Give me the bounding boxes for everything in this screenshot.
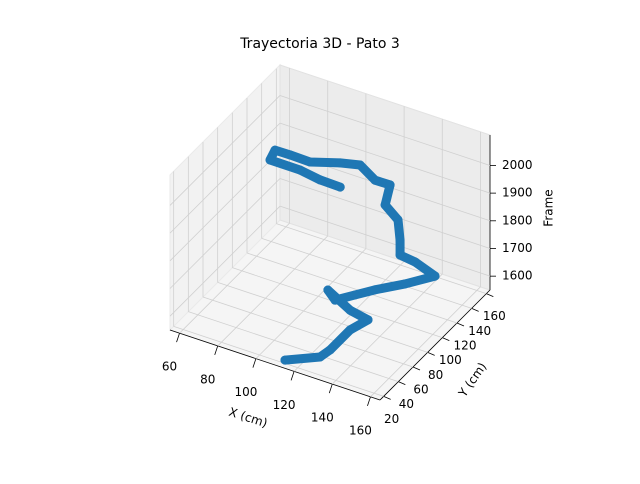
x-axis-line [169, 329, 381, 401]
x-tick-label: 100 [234, 385, 257, 399]
point [270, 145, 280, 155]
x-tick [252, 358, 257, 368]
point [315, 352, 325, 362]
y-tick-label: 20 [384, 412, 399, 426]
y-tick-label: 80 [428, 368, 443, 382]
grid-line [279, 178, 491, 249]
point [380, 200, 390, 210]
x-tick [176, 333, 180, 343]
y-tick [471, 307, 479, 312]
point [350, 290, 360, 300]
y-tick-label: 120 [454, 339, 477, 353]
z-tick-label: 1800 [502, 213, 533, 227]
x-tick-label: 80 [200, 372, 215, 386]
point [355, 160, 365, 170]
z-tick-label: 1900 [502, 186, 533, 200]
point [410, 257, 420, 267]
point [430, 271, 440, 281]
point [335, 158, 345, 168]
x-tick [214, 345, 219, 356]
x-tick [328, 383, 333, 394]
grid-line [202, 296, 414, 368]
y-tick-label: 60 [413, 383, 428, 397]
y-tick [412, 366, 421, 371]
x-axis-label: X (cm) [227, 405, 269, 431]
point [395, 250, 405, 260]
point [305, 157, 315, 167]
y-tick [442, 337, 450, 342]
x-tick-label: 140 [311, 411, 334, 425]
chart-title: Trayectoria 3D - Pato 3 [239, 36, 400, 52]
x-tick [290, 371, 295, 381]
point [323, 285, 333, 295]
point [393, 215, 403, 225]
grid-line [188, 311, 399, 383]
point [345, 325, 355, 335]
grid-line [279, 205, 491, 277]
grid-line [169, 95, 281, 206]
y-tick [486, 293, 494, 298]
point [363, 315, 373, 325]
point [370, 285, 380, 295]
grid-line [169, 205, 281, 317]
y-tick [427, 351, 435, 356]
point [335, 182, 345, 192]
grid-line [279, 95, 491, 166]
grid-line [261, 237, 472, 309]
z-tick-label: 1600 [502, 269, 533, 283]
y-tick [383, 395, 391, 400]
z-axis-label: Frame [542, 189, 556, 226]
point [370, 175, 380, 185]
point [385, 180, 395, 190]
z-tick-label: 1700 [502, 241, 533, 255]
point [325, 345, 335, 355]
point [330, 295, 340, 305]
point [265, 155, 275, 165]
x-tick-label: 60 [162, 360, 177, 374]
x-tick-label: 160 [349, 423, 372, 437]
grid-line [169, 122, 281, 234]
grid-line [279, 122, 491, 194]
x-tick-label: 120 [273, 398, 296, 412]
point [280, 355, 290, 365]
grid-line [246, 252, 458, 324]
point [400, 279, 410, 289]
point [395, 235, 405, 245]
grid-line [169, 150, 281, 262]
grid-line [173, 325, 384, 397]
point [315, 175, 325, 185]
y-tick-label: 160 [483, 309, 506, 323]
trajectory-line [265, 145, 440, 365]
point [295, 165, 305, 175]
y-tick [398, 381, 406, 386]
z-tick-label: 2000 [502, 158, 533, 172]
y-tick-label: 40 [399, 397, 414, 411]
x-tick [367, 396, 371, 406]
point [345, 305, 355, 315]
grid-line [276, 223, 487, 295]
grid-line [217, 281, 428, 353]
y-tick [456, 322, 465, 327]
grid-line [169, 178, 281, 289]
point [285, 150, 295, 160]
y-tick-label: 140 [468, 324, 491, 338]
y-tick-label: 100 [439, 353, 462, 367]
